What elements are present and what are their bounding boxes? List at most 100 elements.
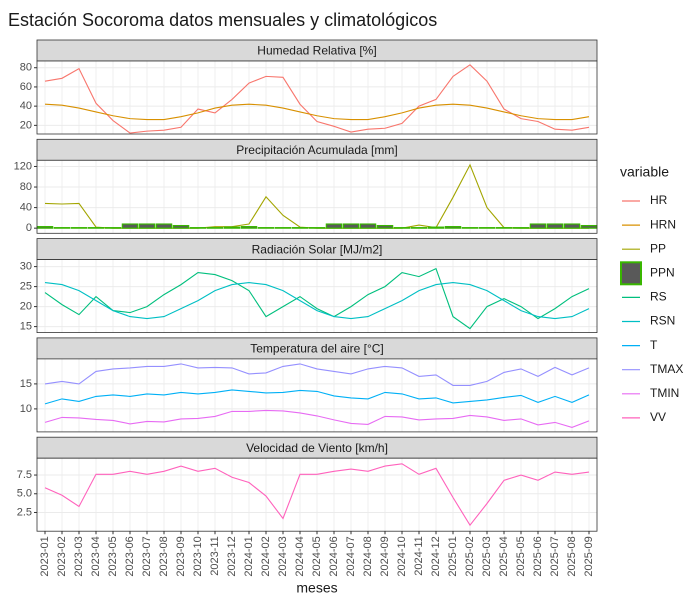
panel-border	[36, 159, 598, 234]
x-tick-label: 2023-04	[90, 536, 102, 576]
y-tick-label: 15	[20, 378, 32, 390]
bar	[172, 224, 190, 229]
x-tick-label: 2023-02	[56, 536, 68, 576]
bar	[478, 227, 496, 229]
panel-border	[36, 259, 598, 334]
bar	[240, 226, 258, 229]
x-tick-label: 2024-10	[396, 536, 408, 576]
strip-label: Temperatura del aire [°C]	[250, 342, 384, 356]
legend-label: PPN	[650, 265, 675, 279]
bar	[308, 227, 326, 229]
y-tick-label: 0	[26, 222, 32, 234]
line	[44, 267, 590, 330]
y-tick-label: 120	[14, 160, 32, 172]
legend-label: VV	[650, 410, 666, 424]
x-tick-label: 2024-11	[413, 536, 425, 576]
bar	[359, 223, 377, 229]
y-tick-label: 5.0	[17, 488, 32, 500]
x-tick-label: 2023-07	[141, 536, 153, 576]
x-tick-label: 2023-08	[158, 536, 170, 576]
bar	[87, 227, 105, 229]
x-tick-label: 2024-07	[345, 536, 357, 576]
panel-border	[36, 60, 598, 135]
y-tick-label: 30	[20, 261, 32, 273]
bar	[206, 227, 224, 229]
x-tick-label: 2023-06	[124, 536, 136, 576]
bar	[155, 223, 173, 229]
bar	[410, 227, 428, 229]
x-tick-label: 2025-05	[515, 536, 527, 576]
x-tick-label: 2025-07	[549, 536, 561, 576]
bar	[189, 227, 207, 229]
y-tick-label: 60	[20, 81, 32, 93]
x-tick-label: 2024-09	[379, 536, 391, 576]
x-tick-label: 2025-08	[566, 536, 578, 576]
bar	[291, 227, 309, 229]
bar	[546, 223, 564, 229]
legend-key	[620, 261, 642, 286]
legend-label: HRN	[650, 217, 676, 231]
line	[44, 64, 590, 134]
bar	[325, 223, 343, 229]
x-tick-label: 2024-01	[243, 536, 255, 576]
y-tick-label: 80	[20, 181, 32, 193]
y-tick-label: 20	[20, 301, 32, 313]
x-tick-label: 2023-03	[73, 536, 85, 576]
x-tick-label: 2023-05	[107, 536, 119, 576]
y-tick-label: 80	[20, 62, 32, 74]
bar	[580, 224, 598, 229]
bar	[138, 223, 156, 229]
x-axis-title: meses	[296, 580, 337, 595]
bar	[376, 224, 394, 229]
y-tick-label: 15	[20, 321, 32, 333]
x-tick-label: 2023-01	[39, 536, 51, 576]
x-tick-label: 2025-03	[481, 536, 493, 576]
line	[44, 463, 590, 527]
x-tick-label: 2025-01	[447, 536, 459, 576]
bar	[563, 223, 581, 229]
line	[44, 363, 590, 386]
x-tick-label: 2024-08	[362, 536, 374, 576]
bar	[393, 227, 411, 229]
line	[44, 282, 590, 320]
x-tick-label: 2024-03	[277, 536, 289, 576]
line	[44, 389, 590, 405]
legend-label: TMIN	[650, 386, 679, 400]
y-tick-label: 40	[20, 202, 32, 214]
strip-label: Humedad Relativa [%]	[257, 44, 376, 58]
strip-label: Radiación Solar [MJ/m2]	[252, 242, 383, 256]
x-tick-label: 2023-12	[226, 536, 238, 576]
line	[44, 409, 590, 428]
legend-title: variable	[620, 164, 669, 180]
bar	[53, 227, 71, 229]
legend-label: TMAX	[650, 362, 683, 376]
bar	[427, 226, 445, 229]
y-tick-label: 7.5	[17, 469, 32, 481]
legend-label: PP	[650, 241, 666, 255]
y-tick-label: 40	[20, 100, 32, 112]
legend-label: RSN	[650, 314, 675, 328]
x-tick-label: 2025-09	[583, 536, 595, 576]
bar	[257, 227, 275, 229]
bar	[223, 226, 241, 229]
y-tick-label: 20	[20, 119, 32, 131]
x-tick-label: 2023-10	[192, 536, 204, 576]
bar	[461, 227, 479, 229]
bar	[36, 226, 54, 229]
x-tick-label: 2025-04	[498, 536, 510, 576]
x-tick-label: 2023-11	[209, 536, 221, 576]
x-tick-label: 2024-05	[311, 536, 323, 576]
y-tick-label: 10	[20, 403, 32, 415]
x-tick-label: 2025-06	[532, 536, 544, 576]
legend-label: T	[650, 338, 658, 352]
legend-label: RS	[650, 290, 667, 304]
strip-label: Precipitación Acumulada [mm]	[236, 143, 397, 157]
y-tick-label: 2.5	[17, 506, 32, 518]
x-tick-label: 2024-02	[260, 536, 272, 576]
chart-title: Estación Socoroma datos mensuales y clim…	[8, 10, 437, 30]
bar	[104, 227, 122, 229]
x-tick-label: 2024-12	[430, 536, 442, 576]
line	[44, 103, 590, 121]
